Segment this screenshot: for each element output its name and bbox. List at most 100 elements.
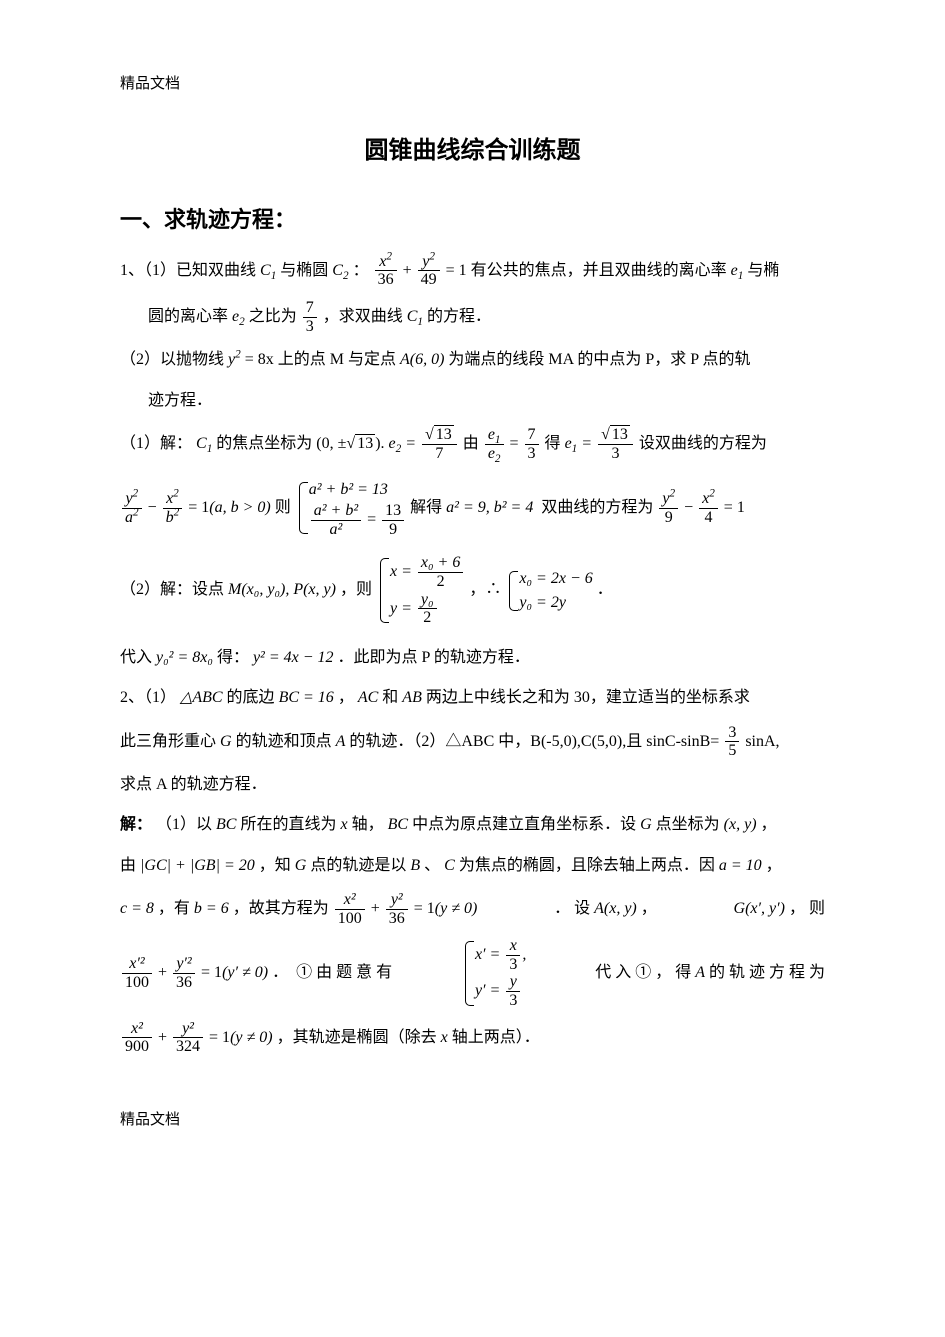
math-var: e2 [232,308,245,325]
math-var: AC [358,689,378,706]
fraction: 13 7 [422,426,457,462]
math-tri: △ABC [180,689,223,706]
math-eq: b = 6 [194,900,229,917]
fraction: x²100 [335,891,365,927]
math-eq: |GC| + |GB| = 20 [140,857,255,874]
math-var: BC [216,816,236,833]
text: 则 [275,499,291,516]
paragraph: （2）解：设点 M(x₀, y₀), P(x, y) ，则 x = x₀ + 6… [120,554,825,626]
eq: = [506,435,523,452]
paragraph: （1）解： C1 的焦点坐标为 (0, ±13). e2 = 13 7 由 e1… [120,426,825,462]
math-var: e1 = [565,435,597,452]
text: 点坐标为 [656,816,720,833]
text: ， [766,857,782,874]
text: 轴上两点）． [452,1028,540,1045]
math-var: A [695,964,705,981]
fraction: x2 b2 [163,490,183,526]
math-var: AB [402,689,422,706]
math-var: C2 [332,262,348,279]
math-eq: a² = 9, b² = 4 [446,499,533,516]
paragraph: 求点 A 的轨迹方程． [120,770,825,800]
math-var: C1 [407,308,423,325]
text: 与椭 [747,262,779,279]
text: 双曲线的方程为 [541,499,653,516]
brace-system: x₀ = 2x − 6 y₀ = 2y [505,567,592,615]
text: ， [761,816,777,833]
text: 和 [382,689,398,706]
text: 、 [424,857,440,874]
text: 之比为 [249,308,297,325]
text: 的焦点坐标为 [216,435,312,452]
text: 两边上中线长之和为 30，建立适当的坐标系求 [426,689,750,706]
section-heading: 一、求轨迹方程： [120,199,825,241]
header-tag: 精品文档 [120,70,825,99]
paragraph: 解： （1）以 BC 所在的直线为 x 轴， BC 中点为原点建立直角坐标系．设… [120,810,825,840]
paragraph: x′²100 + y′²36 = 1(y′ ≠ 0) ． ① 由 题 意 有 x… [120,937,825,1009]
math-var: C1 [260,262,276,279]
text: 的方程． [427,308,491,325]
page-title: 圆锥曲线综合训练题 [120,129,825,175]
math-var: x [341,816,348,833]
text: 的轨迹和顶点 [236,732,332,749]
math-var: G [640,816,652,833]
text: ： [353,262,369,279]
text: 代 入 ① ， 得 [595,964,691,981]
math-var: C1 [196,435,212,452]
paragraph: 由 |GC| + |GB| = 20 ，知 G 点的轨迹是以 B 、 C 为焦点… [120,851,825,881]
text: 圆的离心率 [148,308,228,325]
text: 中点为原点建立直角坐标系．设 [412,816,636,833]
math-eq: BC = 16 [279,689,334,706]
math-points: M(x₀, y₀), P(x, y) [228,581,336,598]
fraction: 73 [303,299,317,335]
text: 的 轨 迹 方 程 为 [709,964,825,981]
text: ，∴ [469,581,501,598]
text: ，求双曲线 [323,308,403,325]
text: 解得 [410,499,442,516]
paragraph: 2、（1） △ABC 的底边 BC = 16 ， AC 和 AB 两边上中线长之… [120,683,825,713]
eq: = 1 [442,262,467,279]
text: ， 则 [789,900,825,917]
text: ，其轨迹是椭圆（除去 [277,1028,437,1045]
paragraph: 此三角形重心 G 的轨迹和顶点 A 的轨迹．（2）△ABC 中，B(-5,0),… [120,724,825,760]
text: ， [338,689,354,706]
math-eq: a = 10 [719,857,762,874]
plus: + [399,262,416,279]
math-var: G [295,857,307,874]
fraction: 13 3 [598,426,633,462]
document-page: 精品文档 圆锥曲线综合训练题 一、求轨迹方程： 1、（1）已知双曲线 C1 与椭… [0,0,945,1174]
cond: (a, b > 0) [209,499,270,516]
footer-tag: 精品文档 [120,1106,825,1135]
math-var: C [444,857,455,874]
fraction: 73 [525,426,539,462]
paragraph: c = 8 ，有 b = 6 ，故其方程为 x²100 + y²36 = 1(y… [120,891,825,927]
math-point: A(x, y) [594,900,637,917]
text: ， [641,900,657,917]
text: ，则 [340,581,372,598]
math-eq: y² = 4x − 12 [253,649,334,666]
text: 1、（1）已知双曲线 [120,262,256,279]
text: ，知 [259,857,291,874]
text: 上的点 M 与定点 [278,351,396,368]
paragraph: x²900 + y²324 = 1(y ≠ 0) ，其轨迹是椭圆（除去 x 轴上… [120,1020,825,1056]
math-eq: y₀² = 8x₀ [156,649,213,666]
fraction: y′²36 [173,955,195,991]
math-var: A [336,732,346,749]
text: 为焦点的椭圆，且除去轴上两点．因 [459,857,715,874]
text: 2、（1） [120,689,176,706]
label-bold: 解： [120,816,152,833]
paragraph: （2）以抛物线 y2 = 8x 上的点 M 与定点 A(6, 0) 为端点的线段… [120,345,825,375]
paragraph: 迹方程． [120,386,825,416]
paragraph: 代入 y₀² = 8x₀ 得： y² = 4x − 12 ．此即为点 P 的轨迹… [120,643,825,673]
math-var: G [220,732,232,749]
math-eq: c = 8 [120,900,154,917]
text: （2）以抛物线 [120,351,224,368]
math-point: (0, ±13). [316,435,384,452]
text: 与椭圆 [280,262,328,279]
fraction: x′²100 [122,955,152,991]
fraction: x24 [699,490,718,526]
text: ． [597,581,613,598]
math-var: e2 = [389,435,421,452]
text: sinA, [745,732,779,749]
text: 有公共的焦点，并且双曲线的离心率 [471,262,727,279]
text: （2）解：设点 [120,581,224,598]
